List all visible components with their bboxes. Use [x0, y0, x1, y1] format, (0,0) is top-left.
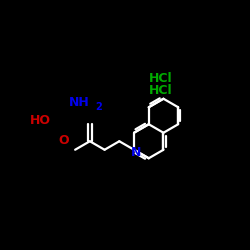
Text: NH: NH — [69, 96, 89, 109]
Text: HO: HO — [30, 114, 51, 126]
Text: N: N — [131, 146, 141, 160]
Text: HCl: HCl — [149, 84, 172, 96]
Text: 2: 2 — [95, 102, 102, 112]
Text: HCl: HCl — [149, 72, 172, 85]
Text: O: O — [58, 134, 69, 146]
